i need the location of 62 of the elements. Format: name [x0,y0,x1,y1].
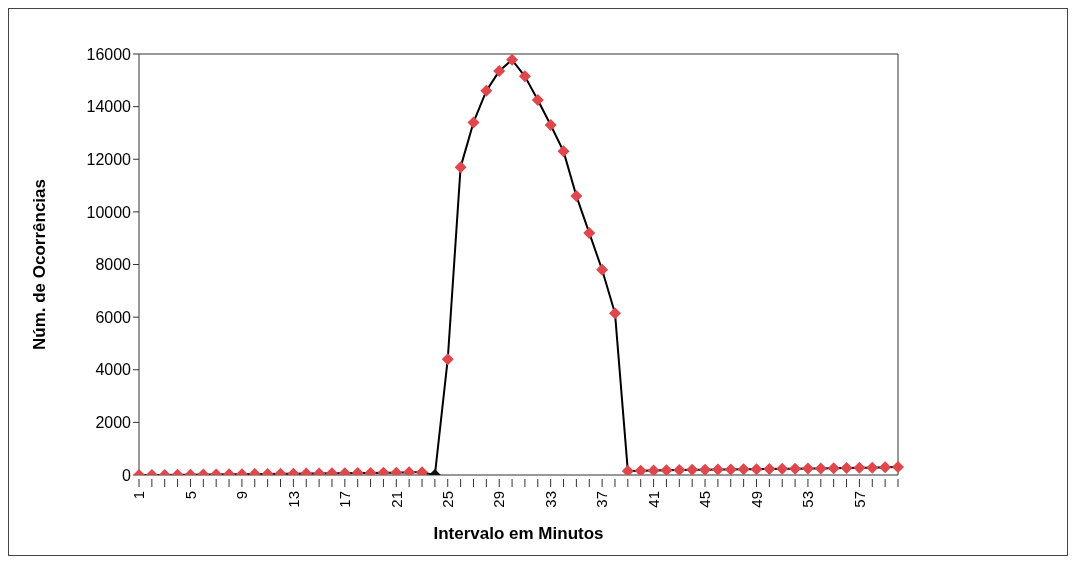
point [518,70,531,83]
point [557,145,570,158]
x-tick-label: 49 [747,491,765,508]
point [686,463,699,475]
y-tick-label: 12000 [86,150,132,168]
x-tick-label: 21 [387,491,405,508]
y-tick-label: 8000 [95,256,132,274]
point [840,461,853,474]
point [711,463,724,475]
x-tick-label: 5 [181,491,199,500]
y-tick-label: 6000 [95,308,132,326]
point [673,464,686,475]
x-tick-label: 41 [644,491,662,508]
x-tick-label: 9 [233,491,251,500]
point [660,464,673,475]
point [441,353,454,366]
x-tick-label: 25 [439,491,456,508]
x-tick-label: 37 [593,491,611,508]
y-tick-label: 4000 [95,361,132,379]
point [892,461,904,474]
x-tick-label: 13 [284,491,302,508]
point [531,94,544,107]
point [814,462,827,475]
x-tick-label: 33 [541,491,559,508]
point [544,119,557,132]
point [879,461,892,474]
point [467,116,480,129]
x-tick-label: 1 [130,491,148,500]
point [750,463,763,475]
point [493,65,506,78]
point [737,463,750,475]
point [827,462,840,475]
x-tick-label: 29 [490,491,508,508]
x-tick-label: 53 [799,491,817,508]
point [801,462,814,475]
point [570,190,583,203]
point [853,461,866,474]
point [608,307,621,320]
point [763,462,776,475]
point [776,462,789,475]
point [480,84,493,97]
point [699,463,712,475]
point [506,54,519,66]
x-tick-label: 17 [336,491,354,508]
point [789,462,802,475]
point [583,226,596,239]
x-tick-label: 45 [696,491,714,508]
point [621,465,634,475]
y-tick-label: 10000 [86,203,132,221]
point [724,463,737,475]
x-tick-label: 57 [850,491,868,508]
point [634,464,647,475]
point [454,161,467,174]
y-tick-label: 14000 [86,98,132,116]
point [647,464,660,475]
y-tick-label: 16000 [86,45,132,63]
y-axis-title: Núm. de Ocorrências [30,178,50,351]
y-tick-label: 0 [122,466,132,484]
point [866,461,879,474]
x-axis-title: Intervalo em Minutos [433,524,604,543]
point [596,263,609,276]
y-tick-label: 2000 [95,414,132,432]
